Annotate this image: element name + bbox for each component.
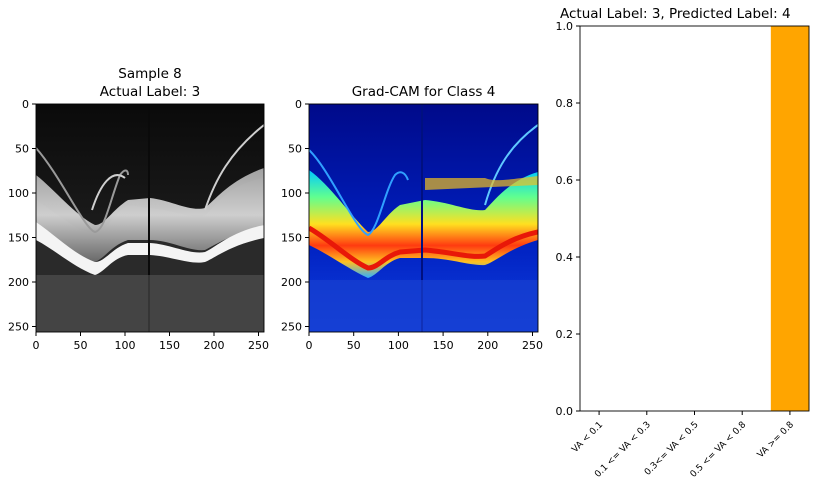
ytick-label-1: 0.2 bbox=[556, 328, 574, 341]
panel1-ytick-250: 250 bbox=[8, 321, 29, 334]
panel1-title-line2: Actual Label: 3 bbox=[99, 84, 201, 100]
panel1-ytick-150: 150 bbox=[8, 232, 29, 245]
panel2-ytick-200: 200 bbox=[281, 276, 302, 289]
panel1-ytick-200: 200 bbox=[8, 276, 29, 289]
panel2-xtick-250: 250 bbox=[522, 339, 543, 352]
panel1-xtick-100: 100 bbox=[115, 339, 136, 352]
panel1-ytick-50: 50 bbox=[15, 143, 29, 156]
ytick-label-5: 1.0 bbox=[556, 20, 574, 33]
prediction-bar-chart: 0.00.20.40.60.81.0VA < 0.10.1 <= VA < 0.… bbox=[556, 20, 810, 480]
bar-4 bbox=[770, 26, 809, 411]
panel2-ytick-50: 50 bbox=[288, 143, 302, 156]
ytick-label-4: 0.8 bbox=[556, 97, 574, 110]
panel2-title: Grad-CAM for Class 4 bbox=[351, 84, 496, 100]
panel2-ytick-100: 100 bbox=[281, 187, 302, 200]
panel1-ytick-0: 0 bbox=[22, 98, 29, 111]
panel1-xtick-0: 0 bbox=[33, 339, 40, 352]
panel2-xtick-0: 0 bbox=[306, 339, 313, 352]
bar-chart-title: Actual Label: 3, Predicted Label: 4 bbox=[560, 6, 791, 22]
panel2-ytick-250: 250 bbox=[281, 321, 302, 334]
gradcam-image bbox=[309, 104, 538, 332]
panel1-xtick-50: 50 bbox=[74, 339, 88, 352]
panel1-y-ticks: 0 50 100 150 200 250 bbox=[8, 98, 36, 334]
panel2-x-ticks: 0 50 100 150 200 250 bbox=[306, 332, 543, 352]
panel1-xtick-150: 150 bbox=[159, 339, 180, 352]
panel2-xtick-50: 50 bbox=[347, 339, 361, 352]
panel1-xtick-250: 250 bbox=[248, 339, 269, 352]
panel2-xtick-150: 150 bbox=[433, 339, 454, 352]
panel1-ytick-100: 100 bbox=[8, 187, 29, 200]
ytick-label-2: 0.4 bbox=[556, 251, 574, 264]
panel1-xtick-200: 200 bbox=[204, 339, 225, 352]
panel2-ytick-0: 0 bbox=[295, 98, 302, 111]
oct-grayscale-image bbox=[36, 104, 264, 332]
xtick-label-4: VA >= 0.8 bbox=[756, 420, 796, 460]
ytick-label-0: 0.0 bbox=[556, 405, 574, 418]
xtick-label-0: VA < 0.1 bbox=[570, 420, 605, 455]
panel1-x-ticks: 0 50 100 150 200 250 bbox=[33, 332, 269, 352]
panel1-axes-frame bbox=[35, 103, 265, 333]
panel2-xtick-100: 100 bbox=[388, 339, 409, 352]
panel1-title-line1: Sample 8 bbox=[118, 66, 182, 82]
panel2-xtick-200: 200 bbox=[477, 339, 498, 352]
ytick-label-3: 0.6 bbox=[556, 174, 574, 187]
panel2-axes-frame bbox=[308, 103, 539, 333]
panel2-ytick-150: 150 bbox=[281, 232, 302, 245]
panel2-y-ticks: 0 50 100 150 200 250 bbox=[281, 98, 309, 334]
